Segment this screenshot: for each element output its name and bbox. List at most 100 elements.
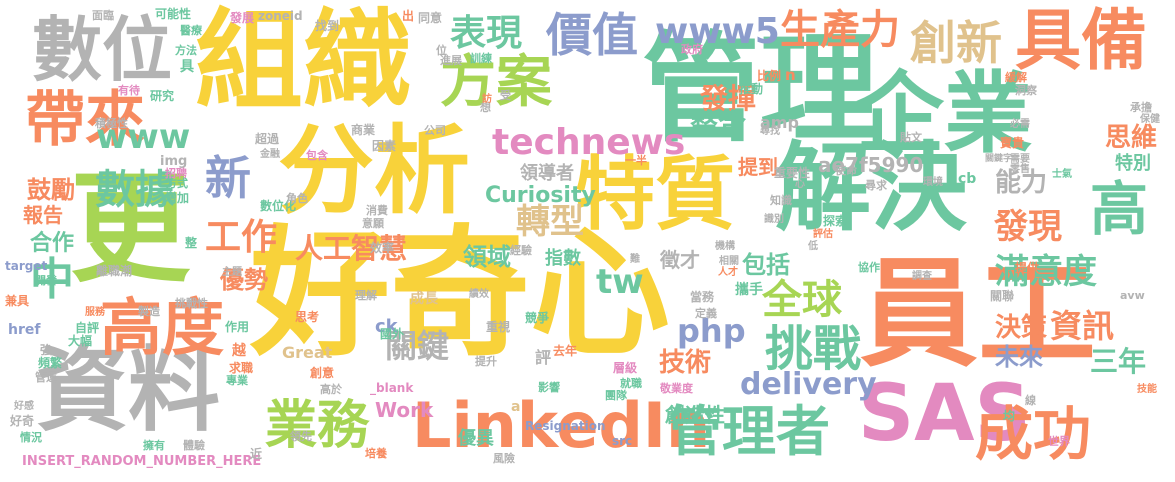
cloud-word: 重要性 bbox=[774, 166, 811, 180]
cloud-word: 必需 bbox=[1010, 119, 1030, 130]
cloud-word: 鼓勵 bbox=[27, 176, 75, 204]
cloud-word: 方法 bbox=[175, 44, 197, 57]
cloud-word: 探索 bbox=[823, 214, 848, 228]
cloud-word: 貼文 bbox=[900, 131, 922, 144]
cloud-word: 發揮 bbox=[700, 82, 757, 115]
cloud-word: 公司 bbox=[424, 124, 446, 137]
cloud-word: 技能 bbox=[1137, 384, 1157, 395]
cloud-word: href bbox=[8, 322, 41, 338]
cloud-word: 合作 bbox=[30, 231, 75, 256]
cloud-word: 領導者 bbox=[520, 163, 574, 184]
cloud-word: 方案 bbox=[440, 50, 552, 115]
cloud-word: 提升 bbox=[475, 355, 497, 368]
cloud-word: 同意 bbox=[418, 11, 443, 25]
cloud-word: 包括 bbox=[742, 251, 790, 279]
cloud-word: 自評 bbox=[75, 321, 100, 335]
cloud-word: 協作 bbox=[858, 261, 880, 274]
cloud-word: 高於 bbox=[320, 383, 342, 396]
cloud-word: 好奇 bbox=[10, 414, 35, 428]
cloud-word: 心 bbox=[795, 179, 805, 190]
cloud-word: 消費 bbox=[366, 204, 388, 217]
cloud-word: 識別 bbox=[764, 214, 784, 225]
cloud-word: 價值 bbox=[546, 8, 638, 62]
cloud-word: 離職潮 bbox=[96, 264, 133, 278]
cloud-word: Great bbox=[282, 343, 333, 362]
cloud-word: ck bbox=[375, 316, 398, 337]
cloud-word: 找到 bbox=[315, 19, 340, 33]
cloud-word: 招聘 bbox=[165, 167, 187, 180]
cloud-word: 開發 bbox=[35, 274, 57, 287]
cloud-word: ae7f5990 bbox=[818, 153, 924, 177]
cloud-word: 擁有 bbox=[143, 439, 165, 452]
cloud-word: 好感 bbox=[14, 401, 34, 412]
cloud-word: 求職 bbox=[229, 361, 254, 375]
cloud-word: 面臨 bbox=[92, 9, 114, 22]
cloud-word: INSERT_RANDOM_NUMBER_HERE bbox=[22, 454, 262, 469]
cloud-word: 越 bbox=[232, 343, 246, 359]
cloud-word: 滿意度 bbox=[995, 252, 1097, 292]
cloud-word: 因素 bbox=[372, 139, 397, 153]
cloud-word: 數位化 bbox=[260, 199, 297, 213]
cloud-word: 定義 bbox=[695, 307, 717, 320]
cloud-word: 思考 bbox=[295, 310, 320, 324]
cloud-word: a bbox=[511, 399, 521, 415]
cloud-word: 管運 bbox=[35, 371, 57, 384]
cloud-word: 商業 bbox=[351, 123, 376, 137]
cloud-word: 創新 bbox=[910, 16, 1002, 70]
cloud-word: 組織 bbox=[195, 0, 412, 124]
cloud-word: 具備 bbox=[1015, 2, 1147, 79]
cloud-word: 增加 bbox=[165, 191, 190, 205]
cloud-word: 推動 bbox=[739, 82, 764, 96]
cloud-word: 洞察 bbox=[1015, 84, 1037, 97]
cloud-word: Curiosity bbox=[485, 183, 596, 208]
cloud-word: 超過 bbox=[255, 132, 280, 146]
cloud-word: 中 bbox=[30, 254, 74, 305]
cloud-word: 受 bbox=[500, 89, 511, 102]
cloud-word: 專業 bbox=[226, 374, 248, 387]
cloud-word: 需要 bbox=[1010, 154, 1030, 165]
cloud-word: 國外 bbox=[380, 327, 405, 341]
cloud-word: _blank bbox=[370, 381, 414, 395]
cloud-word: 作用 bbox=[225, 320, 250, 334]
cloud-word: 全球 bbox=[762, 277, 842, 323]
cloud-word: 角色 bbox=[286, 192, 308, 205]
cloud-word: 近 bbox=[250, 447, 263, 461]
cloud-word: 帶來 bbox=[25, 85, 145, 155]
cloud-word: Work bbox=[375, 398, 434, 422]
cloud-word: 世界 bbox=[1048, 435, 1070, 448]
cloud-word: 訪 bbox=[482, 94, 492, 105]
cloud-word: 數位 bbox=[32, 9, 172, 91]
cloud-word: 層級 bbox=[613, 361, 638, 375]
cloud-word: 人才 bbox=[718, 267, 738, 278]
cloud-word: 承擔 bbox=[1130, 101, 1152, 114]
cloud-word: LinkedIn bbox=[412, 389, 711, 462]
cloud-word: cb bbox=[958, 171, 977, 187]
cloud-word: 保健 bbox=[1140, 114, 1160, 125]
cloud-word: technews bbox=[492, 122, 686, 163]
cloud-word: 難 bbox=[630, 254, 640, 265]
cloud-word: 整 bbox=[185, 236, 198, 250]
cloud-word: n bbox=[785, 66, 796, 84]
cloud-word: 金融 bbox=[260, 149, 280, 160]
cloud-word: 解決 bbox=[775, 132, 967, 244]
cloud-word: 士氣 bbox=[1052, 169, 1072, 180]
cloud-word: 調查 bbox=[912, 271, 932, 282]
cloud-word: 敬業度 bbox=[660, 382, 693, 395]
cloud-word: 理解 bbox=[355, 289, 377, 302]
cloud-word: Resignation bbox=[525, 419, 606, 433]
cloud-word: amp bbox=[760, 113, 799, 132]
cloud-word: 低 bbox=[808, 241, 818, 252]
cloud-word: www bbox=[96, 117, 191, 157]
cloud-word: 轉型 bbox=[516, 202, 584, 242]
cloud-word: 服務 bbox=[85, 307, 105, 318]
cloud-word: 風險 bbox=[493, 452, 515, 465]
cloud-word: 重視 bbox=[486, 320, 511, 334]
cloud-word: 一半 bbox=[625, 154, 647, 167]
cloud-word: src bbox=[612, 434, 633, 448]
cloud-word: 三年 bbox=[1090, 345, 1147, 378]
cloud-word: 主題 bbox=[222, 267, 242, 278]
cloud-word: 挑戰 bbox=[765, 321, 862, 377]
cloud-word: 可能性 bbox=[155, 7, 192, 21]
cloud-word: 管理者 bbox=[668, 400, 830, 463]
cloud-word: 提供 bbox=[1015, 261, 1040, 275]
